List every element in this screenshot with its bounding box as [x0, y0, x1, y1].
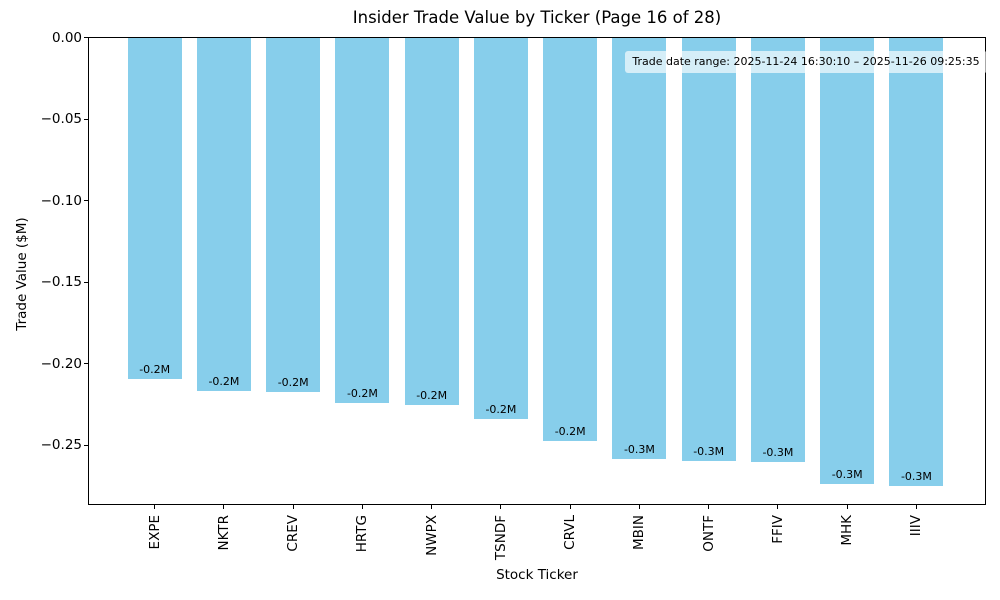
bar-value-label: -0.2M	[139, 363, 171, 377]
y-tick-mark	[84, 363, 88, 365]
y-tick-label: −0.15	[40, 274, 82, 291]
bar-value-label: -0.2M	[485, 402, 517, 416]
bar-value-label: -0.3M	[831, 467, 863, 481]
bar-value-label: -0.2M	[208, 375, 240, 389]
bar-tsndf	[473, 38, 528, 419]
y-tick-mark	[84, 281, 88, 283]
bar-crev	[266, 38, 321, 393]
bar-value-label: -0.2M	[346, 387, 378, 401]
bar-crvl	[543, 38, 598, 442]
bar-value-label: -0.2M	[416, 389, 448, 403]
bar-mhk	[820, 38, 875, 484]
x-tick-label-text: ONTF	[700, 515, 717, 552]
y-tick-label: 0.00	[51, 29, 82, 46]
x-axis-label: Stock Ticker	[496, 567, 578, 583]
x-tick-mark	[638, 505, 640, 509]
x-tick-mark	[777, 505, 779, 509]
x-tick-mark	[223, 505, 225, 509]
bar-value-label: -0.2M	[277, 376, 309, 390]
bar-expe	[127, 38, 182, 380]
bar-nktr	[196, 38, 251, 392]
bar-value-label: -0.3M	[693, 445, 725, 459]
bar-hrtg	[335, 38, 390, 404]
x-tick-label-text: IIIV	[908, 515, 925, 537]
y-tick-mark	[84, 444, 88, 446]
y-tick-label: −0.10	[40, 192, 82, 209]
x-tick-mark	[915, 505, 917, 509]
x-tick-label-text: CREV	[285, 515, 302, 552]
x-tick-mark	[569, 505, 571, 509]
bar-iiiv	[889, 38, 944, 487]
chart-title: Insider Trade Value by Ticker (Page 16 o…	[352, 8, 722, 27]
y-tick-mark	[84, 37, 88, 38]
x-tick-mark	[846, 505, 848, 509]
x-tick-mark	[708, 505, 710, 509]
x-tick-mark	[431, 505, 433, 509]
bar-ontf	[681, 38, 736, 462]
x-tick-label-text: EXPE	[146, 515, 163, 550]
x-tick-label-text: FFIV	[769, 515, 786, 544]
x-tick-mark	[500, 505, 502, 509]
y-tick-label: −0.25	[40, 437, 82, 454]
y-tick-mark	[84, 118, 88, 120]
x-tick-label-text: NKTR	[215, 515, 232, 551]
bar-nwpx	[404, 38, 459, 406]
x-tick-mark	[361, 505, 363, 509]
bar-mbin	[612, 38, 667, 460]
x-tick-label-text: HRTG	[354, 515, 371, 553]
y-tick-label: −0.05	[40, 111, 82, 128]
bar-value-label: -0.3M	[623, 443, 655, 457]
x-tick-label-text: MHK	[839, 515, 856, 546]
bar-ffiv	[750, 38, 805, 462]
x-tick-label-text: NWPX	[423, 515, 440, 556]
x-tick-label-text: MBIN	[631, 515, 648, 550]
bar-value-label: -0.3M	[900, 470, 932, 484]
x-tick-mark	[292, 505, 294, 509]
y-tick-mark	[84, 200, 88, 202]
x-tick-label-text: TSNDF	[492, 515, 509, 561]
annotation-box: Trade date range: 2025-11-24 16:30:10 – …	[625, 51, 987, 73]
x-tick-mark	[154, 505, 156, 509]
bar-value-label: -0.2M	[554, 425, 586, 439]
y-tick-label: −0.20	[40, 355, 82, 372]
bar-value-label: -0.3M	[762, 445, 794, 459]
x-tick-label-text: CRVL	[562, 515, 579, 550]
